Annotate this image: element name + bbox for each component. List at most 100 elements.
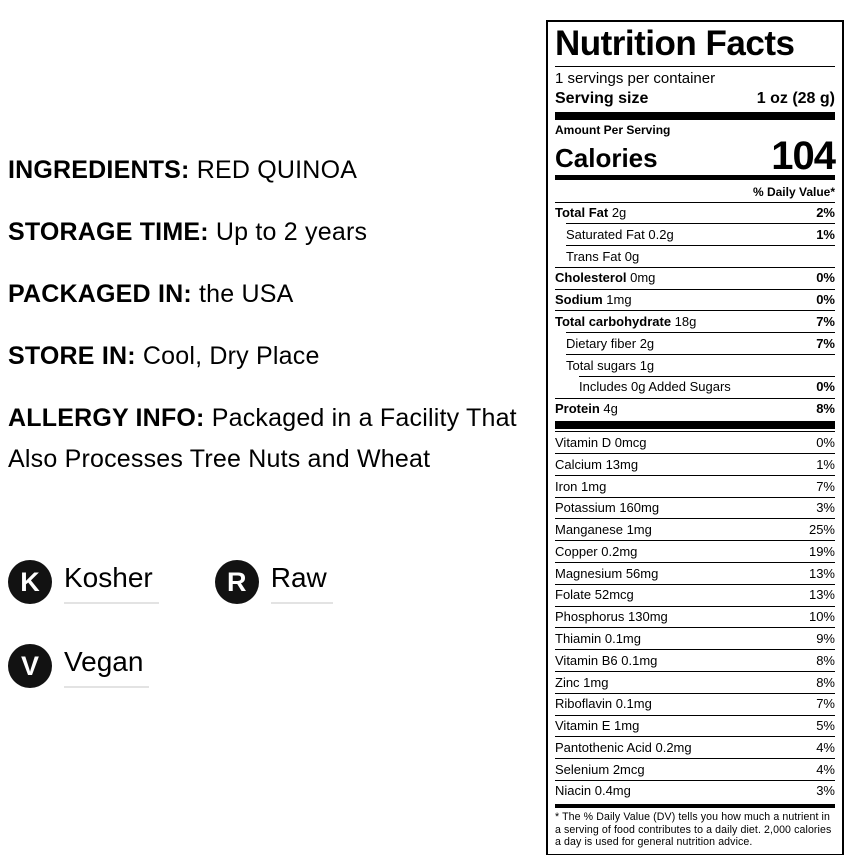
nutrient-daily-value: 8% — [816, 674, 835, 690]
calories-row: Calories 104 — [555, 133, 836, 178]
nutrition-facts-panel: Nutrition Facts 1 servings per container… — [546, 20, 844, 855]
nutrient-daily-value: 5% — [816, 718, 835, 734]
nutrient-name-amount: Iron 1mg — [555, 479, 606, 495]
nutrient-name: Potassium — [555, 500, 616, 516]
nutrient-daily-value: 8% — [816, 652, 835, 668]
nutrient-daily-value: 7% — [816, 314, 835, 330]
info-section-label: INGREDIENTS: — [8, 156, 197, 184]
nutrient-daily-value: 4% — [816, 739, 835, 755]
nutrient-amount: 52mcg — [591, 587, 634, 603]
nutrient-daily-value: 25% — [808, 522, 835, 538]
serving-size-value: 1 oz (28 g) — [756, 89, 835, 107]
nutrient-amount: 1mg — [579, 674, 609, 690]
nutrient-name-amount: Thiamin 0.1mg — [555, 631, 641, 647]
info-section-label: STORAGE TIME: — [8, 218, 216, 246]
calories-value: 104 — [771, 133, 836, 178]
product-info-section-0: INGREDIENTS: RED QUINOA — [8, 150, 534, 191]
nutrition-facts-title: Nutrition Facts — [555, 25, 835, 67]
nutrient-name: Zinc — [555, 674, 580, 690]
product-info-section-2: PACKAGED IN: the USA — [8, 274, 534, 315]
nutrient-amount: 2mcg — [609, 761, 645, 777]
nutrient-row: Protein 4g 8% — [555, 397, 835, 420]
nutrient-amount: 2g — [608, 205, 627, 221]
nutrient-daily-value: 0% — [816, 379, 835, 395]
nutrient-name: Niacin — [555, 783, 592, 799]
info-section-label: PACKAGED IN: — [8, 280, 200, 308]
badge-label: Kosher — [64, 560, 159, 604]
nutrient-name: Vitamin B6 — [555, 652, 618, 668]
calories-label: Calories — [555, 142, 658, 173]
product-info-section-4: ALLERGY INFO: Packaged in a Facility Tha… — [8, 398, 534, 480]
nutrient-name-amount: Potassium 160mg — [555, 500, 659, 516]
nutrient-name-amount: Trans Fat 0g — [566, 249, 639, 265]
product-info: INGREDIENTS: RED QUINOA STORAGE TIME: Up … — [8, 150, 534, 501]
nutrient-name-amount: Dietary fiber 2g — [566, 336, 654, 352]
nutrient-row: Vitamin B6 0.1mg 8% — [555, 649, 835, 671]
nutrient-amount: 1mg — [577, 478, 607, 494]
nutrient-name: Total carbohydrate — [555, 314, 672, 330]
nutrient-name-amount: Total sugars 1g — [566, 358, 654, 374]
nutrient-amount: 160mg — [615, 500, 660, 516]
nutrient-row: Phosphorus 130mg 10% — [555, 605, 835, 628]
daily-value-footnote: * The % Daily Value (DV) tells you how m… — [555, 810, 832, 849]
nutrient-daily-value: 1% — [816, 226, 835, 242]
nutrient-name-amount: Riboflavin 0.1mg — [555, 696, 652, 712]
nutrient-name: Dietary fiber — [566, 335, 637, 351]
nutrient-name-amount: Phosphorus 130mg — [555, 609, 668, 625]
nutrient-row: Pantothenic Acid 0.2mg 4% — [555, 736, 835, 758]
nutrient-row: Folate 52mcg 13% — [555, 583, 835, 606]
nutrient-amount: 0.1mg — [617, 652, 658, 668]
badge-label: Vegan — [64, 644, 150, 688]
nutrient-amount: 0.4mg — [591, 783, 631, 799]
info-section-label: ALLERGY INFO: — [8, 404, 212, 432]
nutrient-amount: 13mg — [601, 456, 639, 472]
nutrient-daily-value: 3% — [816, 783, 835, 799]
badge-kosher: K Kosher — [8, 560, 159, 604]
nutrient-name: Pantothenic Acid — [555, 739, 652, 755]
nutrient-daily-value: 2% — [816, 205, 835, 221]
nutrient-row: Riboflavin 0.1mg 7% — [555, 692, 835, 715]
product-info-section-1: STORAGE TIME: Up to 2 years — [8, 212, 534, 253]
nutrient-daily-value: 0% — [816, 270, 835, 286]
nutrient-amount: 1mg — [602, 292, 632, 308]
amount-per-serving-label: Amount Per Serving — [555, 122, 671, 137]
nutrient-name: Calcium — [555, 456, 602, 472]
badge-raw: R Raw — [214, 560, 333, 604]
nutrient-name: Total Fat — [555, 205, 609, 221]
nutrient-amount: 130mg — [624, 609, 668, 625]
badge-row: V Vegan — [8, 644, 428, 688]
nutrient-name-amount: Copper 0.2mg — [555, 544, 637, 560]
nutrient-amount: 1g — [636, 357, 655, 373]
nutrient-row: Copper 0.2mg 19% — [555, 540, 835, 562]
nutrient-name-amount: Saturated Fat 0.2g — [566, 227, 674, 243]
nutrient-row: Dietary fiber 2g 7% — [566, 332, 835, 354]
nutrient-name-amount: Pantothenic Acid 0.2mg — [555, 740, 692, 756]
nutrient-name-amount: Vitamin D 0mcg — [555, 435, 647, 451]
info-section-value: RED QUINOA — [196, 156, 358, 184]
divider-thin — [555, 803, 835, 808]
nutrient-name: Riboflavin — [555, 696, 613, 712]
nutrient-name: Copper — [555, 543, 598, 559]
nutrient-daily-value: 10% — [808, 609, 835, 625]
nutrient-name: Thiamin — [555, 630, 602, 646]
nutrient-name: Protein — [555, 401, 600, 417]
macronutrient-rows: Total Fat 2g 2% Saturated Fat 0.2g 1% Trans … — [555, 201, 835, 420]
nutrient-name-amount: Zinc 1mg — [555, 675, 608, 691]
nutrient-amount: 0mg — [626, 270, 656, 286]
nutrient-row: Magnesium 56mg 13% — [555, 562, 835, 584]
nutrient-amount: 56mg — [622, 565, 659, 581]
nutrient-amount: 0g — [621, 248, 640, 264]
nutrient-name: Includes 0g Added Sugars — [579, 379, 731, 395]
nutrient-row: Iron 1mg 7% — [555, 474, 835, 497]
nutrient-amount: 0.2mg — [597, 543, 638, 559]
divider-medium — [555, 174, 835, 180]
nutrient-name-amount: Vitamin E 1mg — [555, 718, 639, 734]
nutrient-name-amount: Cholesterol 0mg — [555, 270, 655, 286]
nutrient-amount: 0.1mg — [601, 630, 641, 646]
raw-circle-icon: R — [214, 560, 259, 604]
nutrient-row: Calcium 13mg 1% — [555, 453, 835, 475]
nutrient-name-amount: Vitamin B6 0.1mg — [555, 653, 657, 669]
vegan-circle-icon: V — [8, 644, 52, 688]
nutrient-name: Cholesterol — [555, 270, 627, 286]
